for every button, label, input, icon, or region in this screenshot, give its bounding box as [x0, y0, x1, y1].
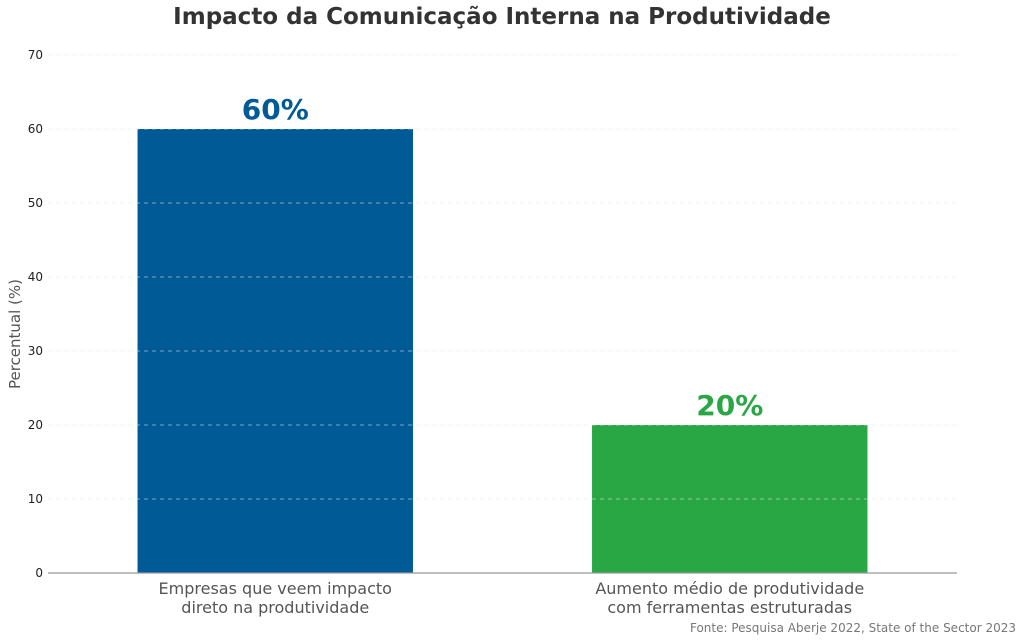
bar [137, 129, 413, 573]
y-tick-label: 40 [28, 270, 43, 284]
y-tick-label: 60 [28, 122, 43, 136]
bar [592, 425, 868, 573]
y-tick-label: 50 [28, 196, 43, 210]
x-category-label: Empresas que veem impacto [159, 579, 392, 598]
x-category-label: direto na produtividade [181, 598, 369, 617]
y-tick-label: 20 [28, 418, 43, 432]
y-tick-label: 10 [28, 492, 43, 506]
source-note: Fonte: Pesquisa Aberje 2022, State of th… [689, 621, 1016, 635]
bar-value-label: 20% [696, 389, 763, 422]
y-tick-label: 70 [28, 48, 43, 62]
y-tick-label: 30 [28, 344, 43, 358]
x-category-label: Aumento médio de produtividade [595, 579, 864, 598]
chart-title: Impacto da Comunicação Interna na Produt… [173, 4, 831, 30]
x-category-label: com ferramentas estruturadas [607, 598, 852, 617]
bar-value-label: 60% [242, 93, 309, 126]
y-axis-label: Percentual (%) [6, 279, 24, 389]
y-tick-label: 0 [35, 566, 43, 580]
